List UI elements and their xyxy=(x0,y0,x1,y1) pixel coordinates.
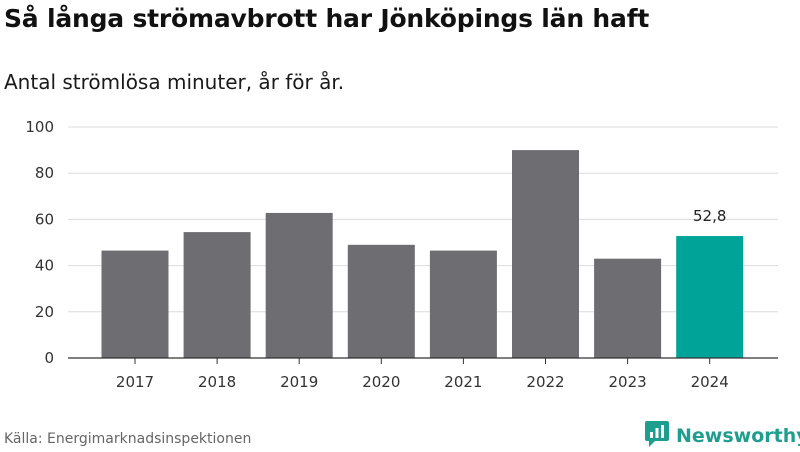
bar xyxy=(429,250,497,358)
x-tick-label: 2024 xyxy=(691,373,729,391)
y-tick-label: 80 xyxy=(35,164,54,182)
bar xyxy=(676,236,744,358)
chart-title: Så långa strömavbrott har Jönköpings län… xyxy=(4,4,650,33)
y-tick-label: 20 xyxy=(35,303,54,321)
x-tick-label: 2023 xyxy=(609,373,647,391)
newsworthy-logo-icon xyxy=(644,420,670,452)
brand-name: Newsworthy xyxy=(676,425,800,447)
x-tick-label: 2019 xyxy=(280,373,318,391)
x-tick-label: 2017 xyxy=(116,373,154,391)
bar xyxy=(347,244,415,358)
bar xyxy=(101,250,169,358)
x-tick-label: 2022 xyxy=(526,373,564,391)
source-note: Källa: Energimarknadsinspektionen xyxy=(4,431,252,447)
x-tick-label: 2018 xyxy=(198,373,236,391)
y-tick-label: 60 xyxy=(35,210,54,228)
bar xyxy=(183,232,251,358)
bar xyxy=(265,212,333,358)
brand: Newsworthy xyxy=(644,420,800,452)
bar-data-label: 52,8 xyxy=(693,207,726,225)
x-tick-label: 2020 xyxy=(362,373,400,391)
chart-subtitle: Antal strömlösa minuter, år för år. xyxy=(4,70,345,94)
bar xyxy=(594,258,662,358)
y-tick-label: 100 xyxy=(25,118,54,136)
x-tick-label: 2021 xyxy=(444,373,482,391)
y-tick-label: 0 xyxy=(44,349,54,367)
y-tick-label: 40 xyxy=(35,257,54,275)
bar xyxy=(512,150,579,358)
